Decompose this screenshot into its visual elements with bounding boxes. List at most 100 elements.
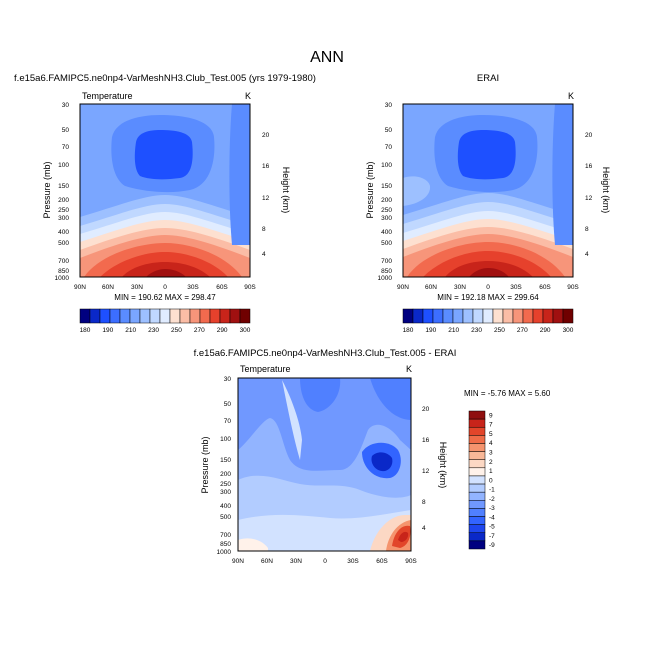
colorbar-obs-swatch — [452, 308, 464, 324]
colorbar-diff-label: 7 — [489, 422, 493, 429]
field-diff-colder-core — [371, 452, 393, 472]
panel-diff-y2label: Height (km) — [438, 442, 448, 489]
panel-diff-axis-ylabels: 30 50 70 100 150 200 250 300 400 500 700… — [217, 376, 232, 556]
colorbar-model-swatch — [199, 308, 211, 324]
colorbar-model-swatch — [179, 308, 191, 324]
panel-model-y2tick-label: 8 — [262, 226, 266, 233]
panel-diff-y2tick-label: 4 — [422, 525, 426, 532]
panel-obs-right-label: K — [568, 91, 574, 101]
colorbar-diff-label: 4 — [489, 440, 493, 447]
panel-diff-xtick-label: 30N — [290, 558, 302, 565]
colorbar-obs-swatch — [552, 308, 564, 324]
panel-diff-ytick-label: 150 — [220, 457, 231, 464]
colorbar-model-swatch — [239, 308, 251, 324]
panel-model-ytick-label: 50 — [62, 127, 70, 134]
panel-obs-axis-ylabels: 30 50 70 100 150 200 250 300 400 500 700… — [378, 102, 393, 282]
panel-diff-ytick-label: 850 — [220, 541, 231, 548]
panel-obs-y2label: Height (km) — [601, 167, 611, 214]
colorbar-obs-swatch — [512, 308, 524, 324]
colorbar-model-label: 270 — [194, 327, 205, 334]
colorbar-diff-swatch — [468, 540, 486, 550]
panel-model-ytick-label: 400 — [58, 229, 69, 236]
panel-obs-ytick-label: 50 — [385, 127, 393, 134]
panel-obs-y2tick-label: 4 — [585, 251, 589, 258]
panel-diff-axis-xlabels: 90N 60N 30N 0 30S 60S 90S — [232, 558, 417, 565]
field-diff-warm-core — [398, 531, 409, 542]
panel-obs-axis-xlabels: 90N 60N 30N 0 30S 60S 90S — [397, 284, 579, 291]
figure-title: ANN — [310, 49, 344, 66]
colorbar-diff-swatch — [468, 524, 486, 534]
panel-diff-y2tick-label: 16 — [422, 437, 430, 444]
field-obs-np-warm — [403, 176, 431, 206]
panel-model-ytick-label: 850 — [58, 268, 69, 275]
colorbar-diff-label: -1 — [489, 487, 495, 494]
panel-obs-colorbar: 180 190 210 230 250 270 290 300 — [402, 308, 574, 334]
colorbar-diff-swatch — [468, 475, 486, 485]
panel-obs-xtick-label: 0 — [486, 284, 490, 291]
panel-model-right-label: K — [245, 91, 251, 101]
field-model-300 — [146, 269, 186, 277]
colorbar-diff-swatch — [468, 410, 486, 420]
colorbar-obs-swatch — [532, 308, 544, 324]
colorbar-obs-label: 230 — [471, 327, 482, 334]
panel-diff-xtick-label: 90S — [405, 558, 417, 565]
panel-diff-ytick-label: 300 — [220, 489, 231, 496]
panel-obs-ytick-label: 700 — [381, 258, 392, 265]
panel-model-ytick-label: 150 — [58, 183, 69, 190]
panel-model-xtick-label: 30S — [187, 284, 199, 291]
panel-obs-ytick-label: 200 — [381, 197, 392, 204]
colorbar-model-swatch — [89, 308, 101, 324]
panel-obs-ytick-label: 250 — [381, 207, 392, 214]
panel-diff-ytick-label: 500 — [220, 514, 231, 521]
panel-model-ytick-label: 30 — [62, 102, 70, 109]
panel-model-ytick-label: 250 — [58, 207, 69, 214]
colorbar-model-swatch — [99, 308, 111, 324]
colorbar-model-label: 250 — [171, 327, 182, 334]
panel-obs-xtick-label: 60S — [539, 284, 551, 291]
colorbar-obs-swatch — [492, 308, 504, 324]
panel-obs-ytick-label: 150 — [381, 183, 392, 190]
panel-obs-ytick-label: 300 — [381, 215, 392, 222]
panel-obs: ERAI K 30 50 70 100 150 200 2 — [365, 73, 611, 334]
colorbar-diff-label: -3 — [489, 505, 495, 512]
colorbar-model-label: 230 — [148, 327, 159, 334]
panel-model-y2label: Height (km) — [281, 167, 291, 214]
colorbar-obs-swatch — [402, 308, 414, 324]
panel-model-axis-ylabels: 30 50 70 100 150 200 250 300 400 500 700… — [55, 102, 70, 282]
colorbar-diff-swatch — [468, 500, 486, 509]
colorbar-diff-label: 2 — [489, 459, 493, 466]
panel-diff-xtick-label: 60N — [261, 558, 273, 565]
colorbar-model-label: 210 — [125, 327, 136, 334]
colorbar-obs-label: 210 — [448, 327, 459, 334]
panel-obs-y2tick-label: 16 — [585, 163, 593, 170]
colorbar-model-swatch — [159, 308, 171, 324]
panel-obs-stats: MIN = 192.18 MAX = 299.64 — [437, 293, 539, 302]
colorbar-diff-swatch — [468, 483, 486, 493]
panel-diff-ytick-label: 1000 — [217, 549, 232, 556]
colorbar-obs-label: 290 — [540, 327, 551, 334]
panel-obs-xtick-label: 30S — [510, 284, 522, 291]
colorbar-model-swatch — [169, 308, 181, 324]
colorbar-obs-label: 190 — [425, 327, 436, 334]
panel-diff-ytick-label: 700 — [220, 532, 231, 539]
panel-obs-xtick-label: 90S — [567, 284, 579, 291]
panel-diff-xtick-label: 60S — [376, 558, 388, 565]
colorbar-obs-swatch — [422, 308, 434, 324]
panel-model-stats: MIN = 190.62 MAX = 298.47 — [114, 293, 216, 302]
panel-diff-y2tick-label: 20 — [422, 406, 430, 413]
panel-obs-ytick-label: 850 — [381, 268, 392, 275]
panel-obs-ylabel: Pressure (mb) — [365, 161, 375, 218]
field-obs-tropo-colder — [457, 130, 516, 180]
panel-diff-ytick-label: 400 — [220, 503, 231, 510]
colorbar-model-swatch — [209, 308, 221, 324]
panel-obs-y2tick-label: 20 — [585, 132, 593, 139]
panel-diff-ylabel: Pressure (mb) — [200, 436, 210, 493]
colorbar-obs-swatch — [442, 308, 454, 324]
panel-diff-colorbar: 9 7 5 4 3 2 1 0 -1 -2 -3 -4 -5 -7 -9 — [468, 410, 495, 550]
colorbar-diff-label: -2 — [489, 496, 495, 503]
panel-diff-field — [238, 378, 411, 551]
colorbar-obs-swatch — [562, 308, 574, 324]
panel-model-y2tick-label: 16 — [262, 163, 270, 170]
colorbar-model-label: 190 — [102, 327, 113, 334]
